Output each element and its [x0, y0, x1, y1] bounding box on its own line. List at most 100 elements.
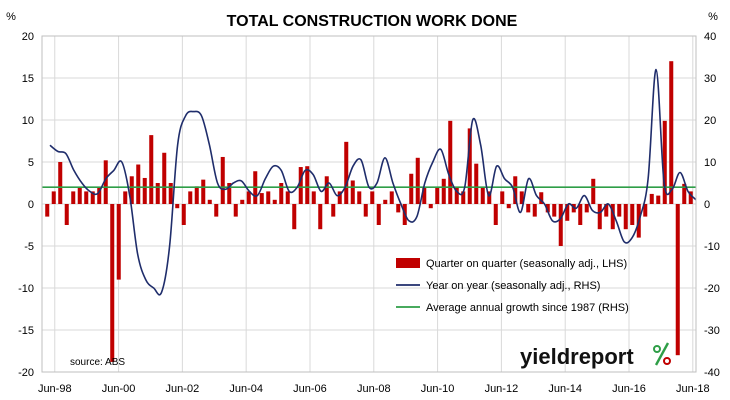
bar — [298, 167, 303, 204]
bar — [558, 204, 563, 246]
bar — [266, 191, 271, 204]
bar — [175, 204, 180, 209]
x-tick-label: Jun-00 — [102, 383, 136, 395]
bar — [409, 173, 414, 204]
bar — [331, 204, 336, 217]
bar — [233, 204, 238, 217]
source-note: source: ABS — [70, 357, 125, 368]
left-tick-label: 0 — [28, 199, 34, 211]
bar — [116, 204, 121, 280]
bar — [643, 204, 648, 217]
left-tick-label: 10 — [22, 115, 34, 127]
x-tick-label: Jun-16 — [612, 383, 646, 395]
bar — [168, 183, 173, 204]
x-tick-label: Jun-10 — [421, 383, 455, 395]
logo-text: yieldreport — [520, 344, 634, 369]
left-axis-unit: % — [6, 11, 16, 23]
bar — [519, 191, 524, 204]
bar — [64, 204, 69, 225]
right-axis: 40 30 20 10 0 -10 -20 -30 -40 — [704, 31, 720, 379]
bar — [272, 199, 277, 204]
left-tick-label: 15 — [22, 73, 34, 85]
right-tick-label: -30 — [704, 325, 720, 337]
left-tick-label: -20 — [18, 367, 34, 379]
bar — [591, 178, 596, 204]
bar — [532, 204, 537, 217]
bar — [630, 204, 635, 225]
legend-label-average: Average annual growth since 1987 (RHS) — [426, 302, 629, 314]
bar — [58, 162, 63, 204]
left-tick-label: -5 — [24, 241, 34, 253]
x-tick-label: Jun-08 — [357, 383, 391, 395]
x-tick-label: Jun-98 — [38, 383, 72, 395]
bar — [467, 128, 472, 204]
bar — [246, 191, 251, 204]
bar — [220, 156, 225, 204]
bar — [292, 204, 297, 230]
bar — [45, 204, 50, 217]
bar — [441, 178, 446, 204]
percent-logo-icon — [653, 342, 671, 366]
bar — [383, 199, 388, 204]
bar — [51, 191, 56, 204]
bar — [435, 187, 440, 204]
bar — [285, 191, 290, 204]
bar — [207, 199, 212, 204]
bar — [324, 176, 329, 204]
bar — [97, 187, 102, 204]
bar — [305, 166, 310, 204]
right-tick-label: 30 — [704, 73, 716, 85]
left-tick-label: -10 — [18, 283, 34, 295]
bar — [311, 191, 316, 204]
bar — [84, 191, 89, 204]
right-tick-label: 40 — [704, 31, 716, 43]
bar — [415, 157, 420, 204]
bar — [649, 193, 654, 204]
bar — [539, 192, 544, 204]
bar — [363, 204, 368, 217]
bar — [279, 183, 284, 204]
plot-border — [41, 35, 697, 373]
right-tick-label: -20 — [704, 283, 720, 295]
bar — [181, 204, 186, 225]
legend: Quarter on quarter (seasonally adj., LHS… — [396, 258, 629, 314]
bar — [318, 204, 323, 230]
bar — [623, 204, 628, 230]
bar — [370, 191, 375, 204]
x-axis: Jun-98 Jun-00 Jun-02 Jun-04 Jun-06 Jun-08 Jun-… — [38, 383, 710, 395]
bar — [422, 187, 427, 204]
bar — [350, 180, 355, 204]
legend-label-yoy: Year on year (seasonally adj., RHS) — [426, 280, 600, 292]
bar — [201, 179, 206, 204]
bar — [162, 152, 167, 204]
bar — [71, 191, 76, 204]
bar — [474, 163, 479, 204]
x-tick-label: Jun-02 — [166, 383, 200, 395]
bar — [344, 141, 349, 204]
bar — [493, 204, 498, 225]
right-tick-label: 10 — [704, 157, 716, 169]
bar — [448, 120, 453, 204]
left-tick-label: 20 — [22, 31, 34, 43]
bar — [545, 204, 550, 213]
bar — [688, 191, 693, 204]
bar — [90, 191, 95, 204]
bar — [487, 191, 492, 204]
bar — [454, 187, 459, 204]
bar — [389, 191, 394, 204]
bar — [578, 204, 583, 225]
bar — [669, 61, 674, 205]
bar — [461, 191, 466, 204]
year-on-year-line — [49, 68, 697, 296]
right-tick-label: 20 — [704, 115, 716, 127]
bar — [552, 204, 557, 217]
bar — [227, 183, 232, 204]
x-tick-label: Jun-18 — [676, 383, 710, 395]
right-axis-unit: % — [708, 11, 718, 23]
legend-swatch-bars — [396, 258, 420, 268]
bar — [662, 120, 667, 204]
gridlines — [42, 35, 696, 373]
bar — [149, 135, 154, 204]
bar — [194, 186, 199, 204]
